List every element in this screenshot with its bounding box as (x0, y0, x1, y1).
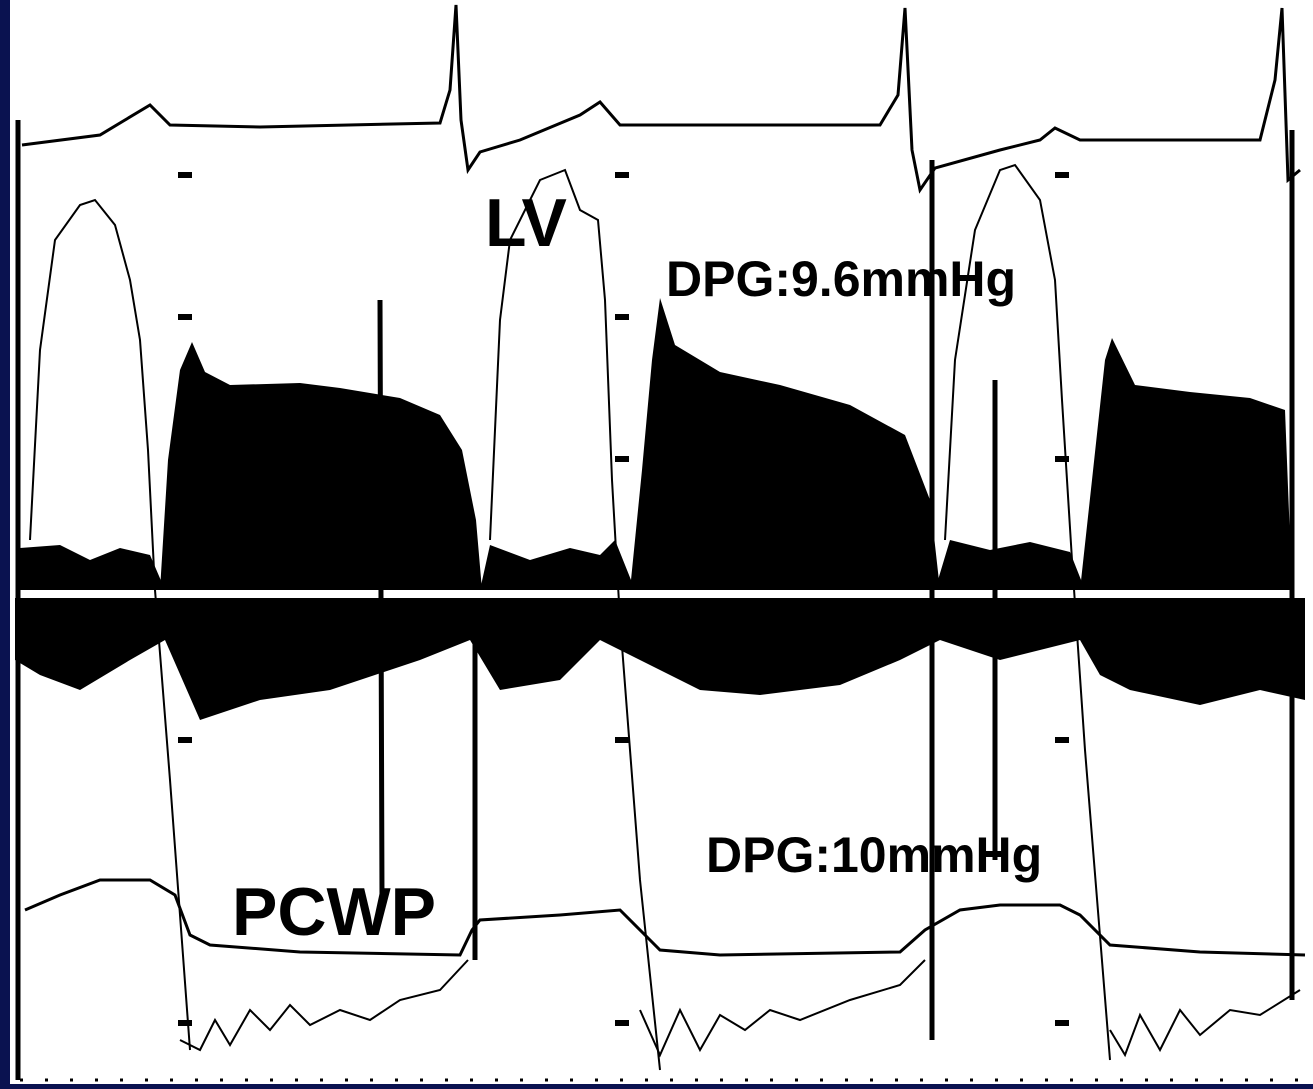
ecg-trace (21, 4, 1301, 194)
scale-dot (615, 172, 629, 178)
lv-pressure (29, 198, 191, 1051)
scale-dots (178, 172, 1069, 1026)
dpg-top-label: DPG:9.6mmHg (666, 251, 1016, 307)
artifact-line (15, 120, 1295, 1080)
scale-dot (615, 456, 629, 462)
doppler-envelope (630, 298, 940, 590)
pcwp-trace (179, 959, 1301, 1058)
baseline (12, 590, 1313, 596)
scale-dot (615, 314, 629, 320)
scale-dot (178, 314, 192, 320)
dpg-bottom-label: DPG:10mmHg (706, 827, 1042, 883)
lv-pressure (489, 168, 661, 1071)
noise-band (20, 540, 1085, 590)
scale-dot (615, 1020, 629, 1026)
scale-dot (178, 1020, 192, 1026)
scale-dot (1055, 172, 1069, 178)
scale-dot (1055, 737, 1069, 743)
pcwp-trace (24, 878, 1306, 957)
scale-dot (178, 737, 192, 743)
lv-label: LV (485, 185, 567, 261)
scale-dot (178, 172, 192, 178)
scale-dot (1055, 1020, 1069, 1026)
doppler-envelope (160, 342, 482, 590)
scale-dot (1055, 456, 1069, 462)
doppler-reflection (15, 598, 1305, 720)
scale-dot (615, 737, 629, 743)
pcwp-label: PCWP (232, 874, 436, 950)
doppler-envelope (1080, 338, 1292, 590)
lv-pressure (944, 163, 1111, 1061)
